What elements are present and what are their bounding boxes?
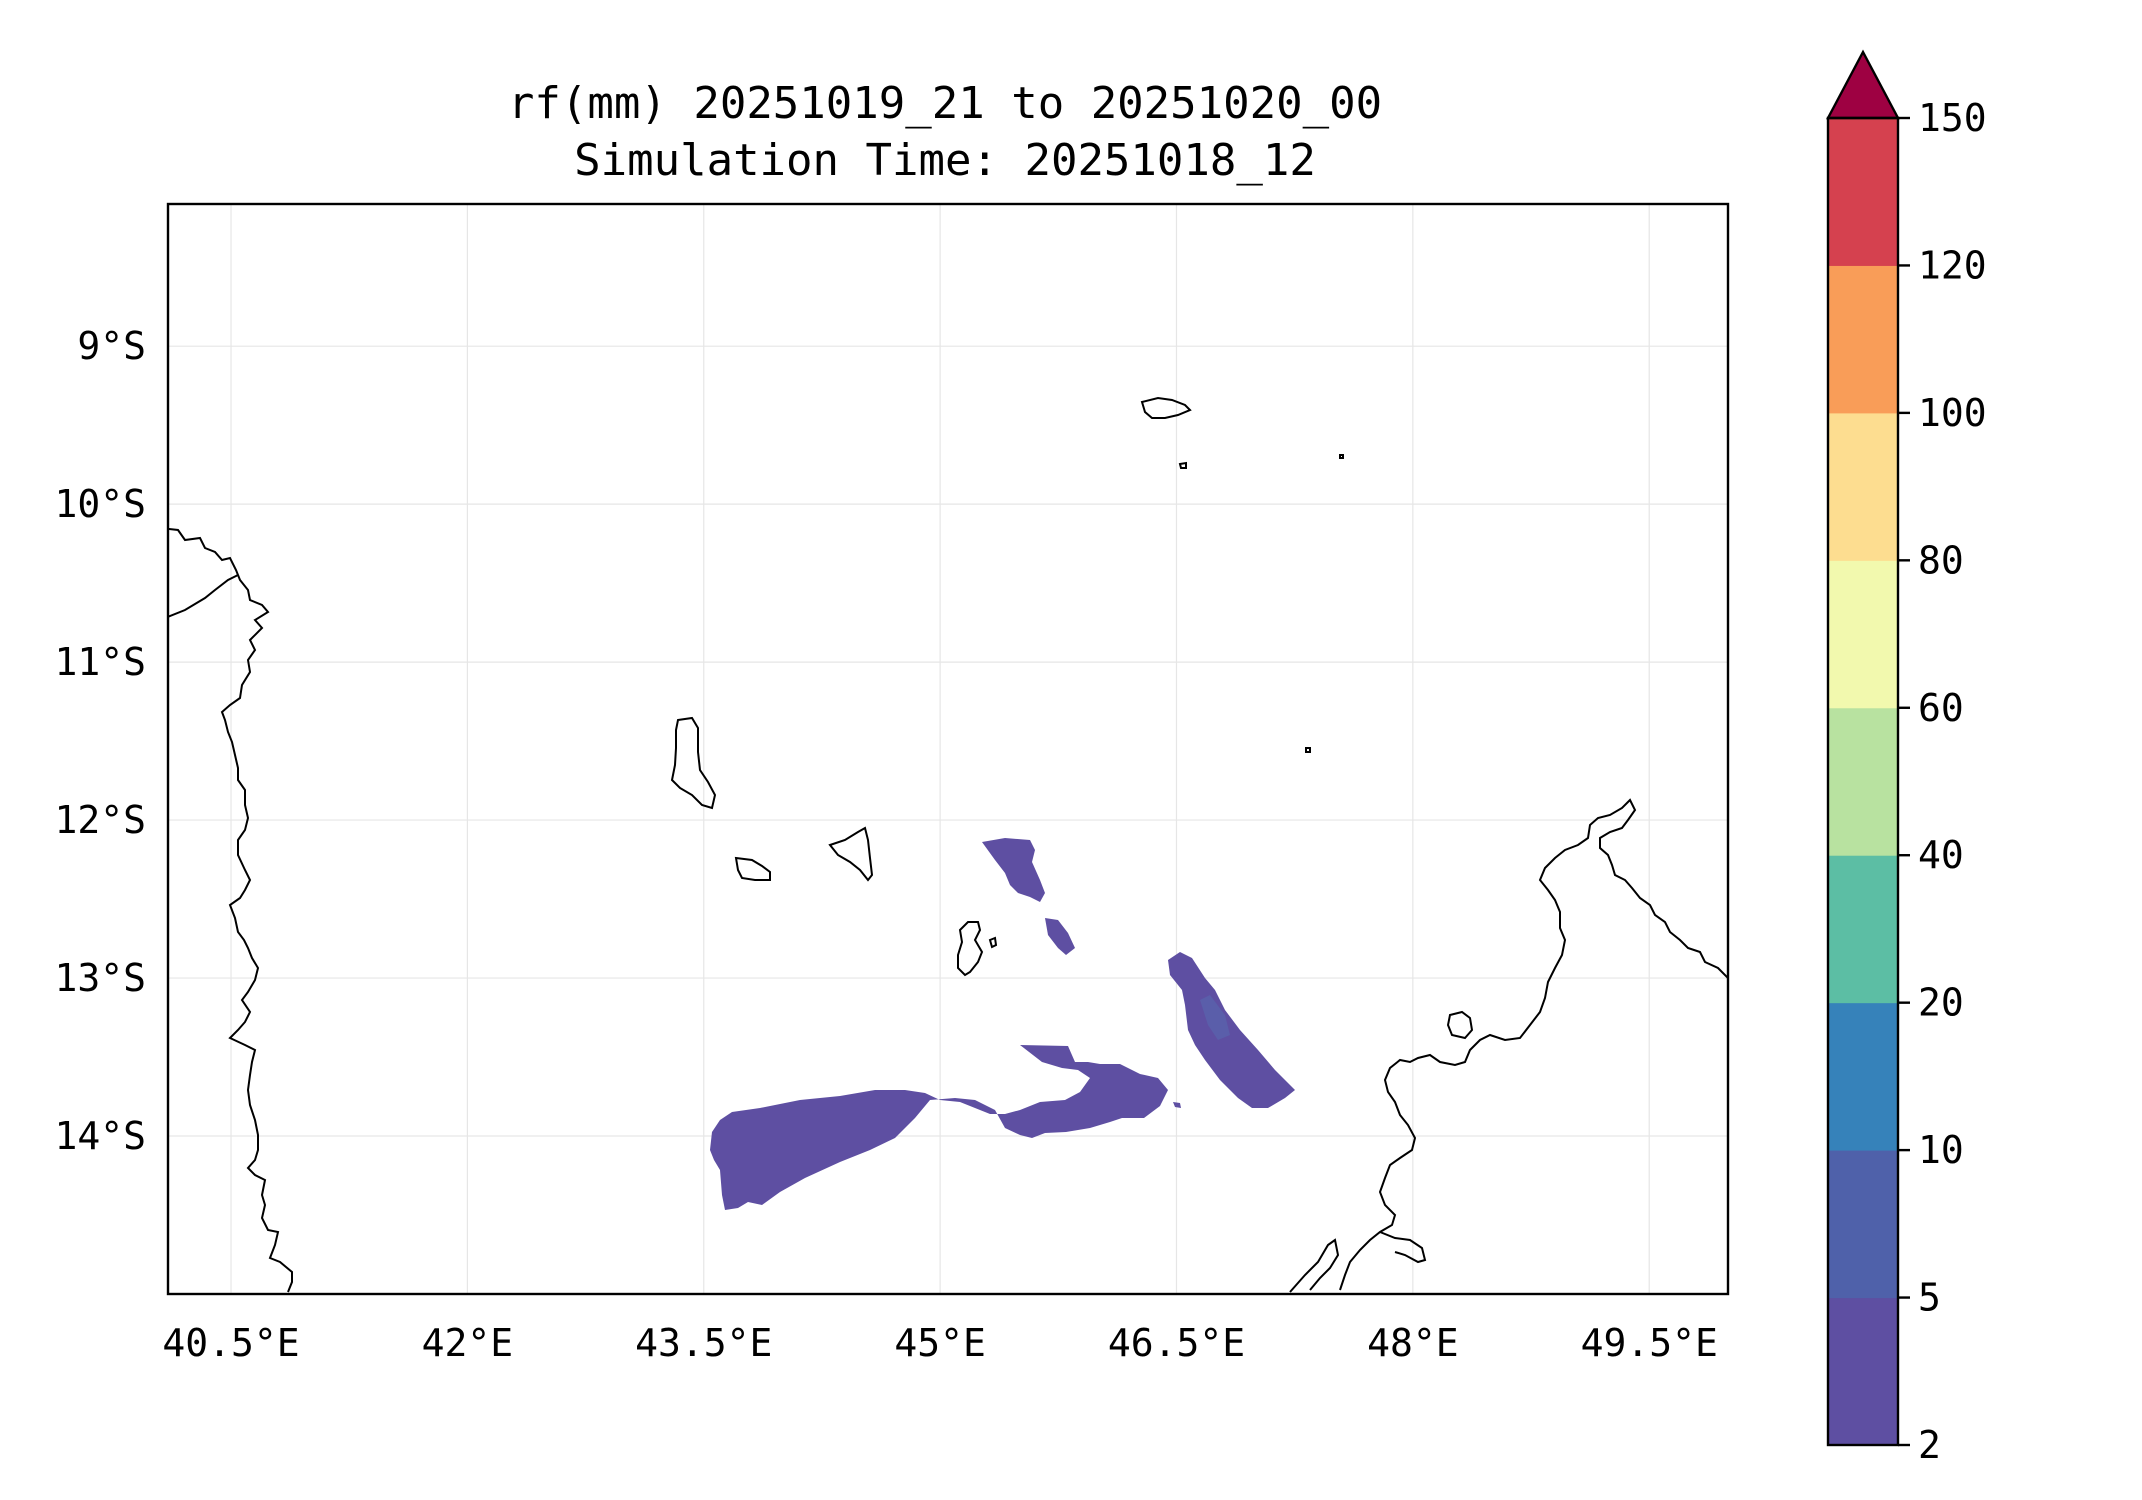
- lon-tick-label: 46.5°E: [1108, 1321, 1245, 1365]
- island-anjouan: [828, 826, 874, 882]
- longitude-tick-labels: 40.5°E 42°E 43.5°E 45°E 46.5°E 48°E 49.5°E: [162, 1321, 1717, 1365]
- rain-patch-small: [1045, 918, 1075, 955]
- lon-tick-label: 45°E: [894, 1321, 986, 1365]
- island-speck-1: [1178, 461, 1187, 469]
- colorbar-tick-label: 10: [1918, 1128, 1964, 1172]
- latitude-tick-labels: 9°S 10°S 11°S 12°S 13°S 14°S: [54, 324, 146, 1158]
- island-speck-3: [1305, 747, 1311, 753]
- lon-tick-label: 48°E: [1367, 1321, 1459, 1365]
- map-panel: 40.5°E 42°E 43.5°E 45°E 46.5°E 48°E 49.5°E 9°S…: [54, 202, 1730, 1365]
- map-title-line1: rf(mm) 20251019_21 to 20251020_00: [508, 78, 1382, 129]
- colorbar-band: [1828, 118, 1898, 266]
- colorbar-tick-label: 2: [1918, 1423, 1941, 1467]
- colorbar-band: [1828, 707, 1898, 856]
- colorbar-band: [1828, 1297, 1898, 1446]
- colorbar: 2 5 10 20 40 60 80 100 120 150: [1826, 49, 1987, 1467]
- lon-tick-label: 43.5°E: [635, 1321, 772, 1365]
- island-mayotte-small: [988, 936, 998, 949]
- colorbar-band: [1828, 1002, 1898, 1151]
- island-near-madagascar: [1446, 1010, 1474, 1040]
- colorbar-band: [1828, 855, 1898, 1004]
- island-moheli: [734, 856, 771, 881]
- colorbar-tick-label: 80: [1918, 538, 1964, 582]
- lat-tick-label: 13°S: [54, 956, 146, 1000]
- coastline-africa: [168, 527, 293, 1293]
- lon-tick-label: 49.5°E: [1581, 1321, 1718, 1365]
- colorbar-band: [1828, 1150, 1898, 1299]
- colorbar-tick-label: 100: [1918, 391, 1987, 435]
- island-speck-2: [1339, 454, 1344, 459]
- colorbar-band: [1828, 265, 1898, 414]
- coastline-madagascar: [1339, 798, 1728, 1291]
- lat-tick-label: 14°S: [54, 1114, 146, 1158]
- lat-tick-label: 9°S: [77, 324, 146, 368]
- colorbar-tick-label: 20: [1918, 981, 1964, 1025]
- map-frame: [166, 202, 1730, 1296]
- rain-patch-east-band-core: [1200, 995, 1230, 1040]
- colorbar-tick-label: 40: [1918, 833, 1964, 877]
- colorbar-tick-label: 120: [1918, 243, 1987, 287]
- island-mayotte: [957, 921, 984, 977]
- coastline-mozambique-south: [1289, 1238, 1340, 1293]
- lat-tick-label: 11°S: [54, 640, 146, 684]
- rain-patch-north: [982, 838, 1045, 902]
- colorbar-band: [1828, 412, 1898, 561]
- lon-tick-label: 40.5°E: [162, 1321, 299, 1365]
- colorbar-tick-label: 5: [1918, 1276, 1941, 1320]
- island-grande-comore: [670, 716, 717, 810]
- map-title-line2: Simulation Time: 20251018_12: [574, 135, 1316, 186]
- colorbar-extend-triangle: [1826, 49, 1900, 120]
- gridlines: [168, 204, 1728, 1294]
- lon-tick-label: 42°E: [422, 1321, 514, 1365]
- colorbar-tick-label: 60: [1918, 686, 1964, 730]
- lat-tick-label: 12°S: [54, 798, 146, 842]
- coastline-madagascar-bay: [1379, 1231, 1427, 1264]
- colorbar-outline: [1826, 116, 1900, 1447]
- colorbar-band: [1828, 560, 1898, 709]
- map-background: [168, 204, 1728, 1294]
- lat-tick-label: 10°S: [54, 482, 146, 526]
- rain-patch-speck: [1173, 1102, 1181, 1108]
- island-aldabra: [1140, 396, 1192, 419]
- colorbar-tick-label: 150: [1918, 96, 1987, 140]
- rain-patch-east-band: [1168, 952, 1295, 1108]
- rain-patch-south: [710, 1045, 1168, 1210]
- coastline-africa-north: [168, 574, 239, 618]
